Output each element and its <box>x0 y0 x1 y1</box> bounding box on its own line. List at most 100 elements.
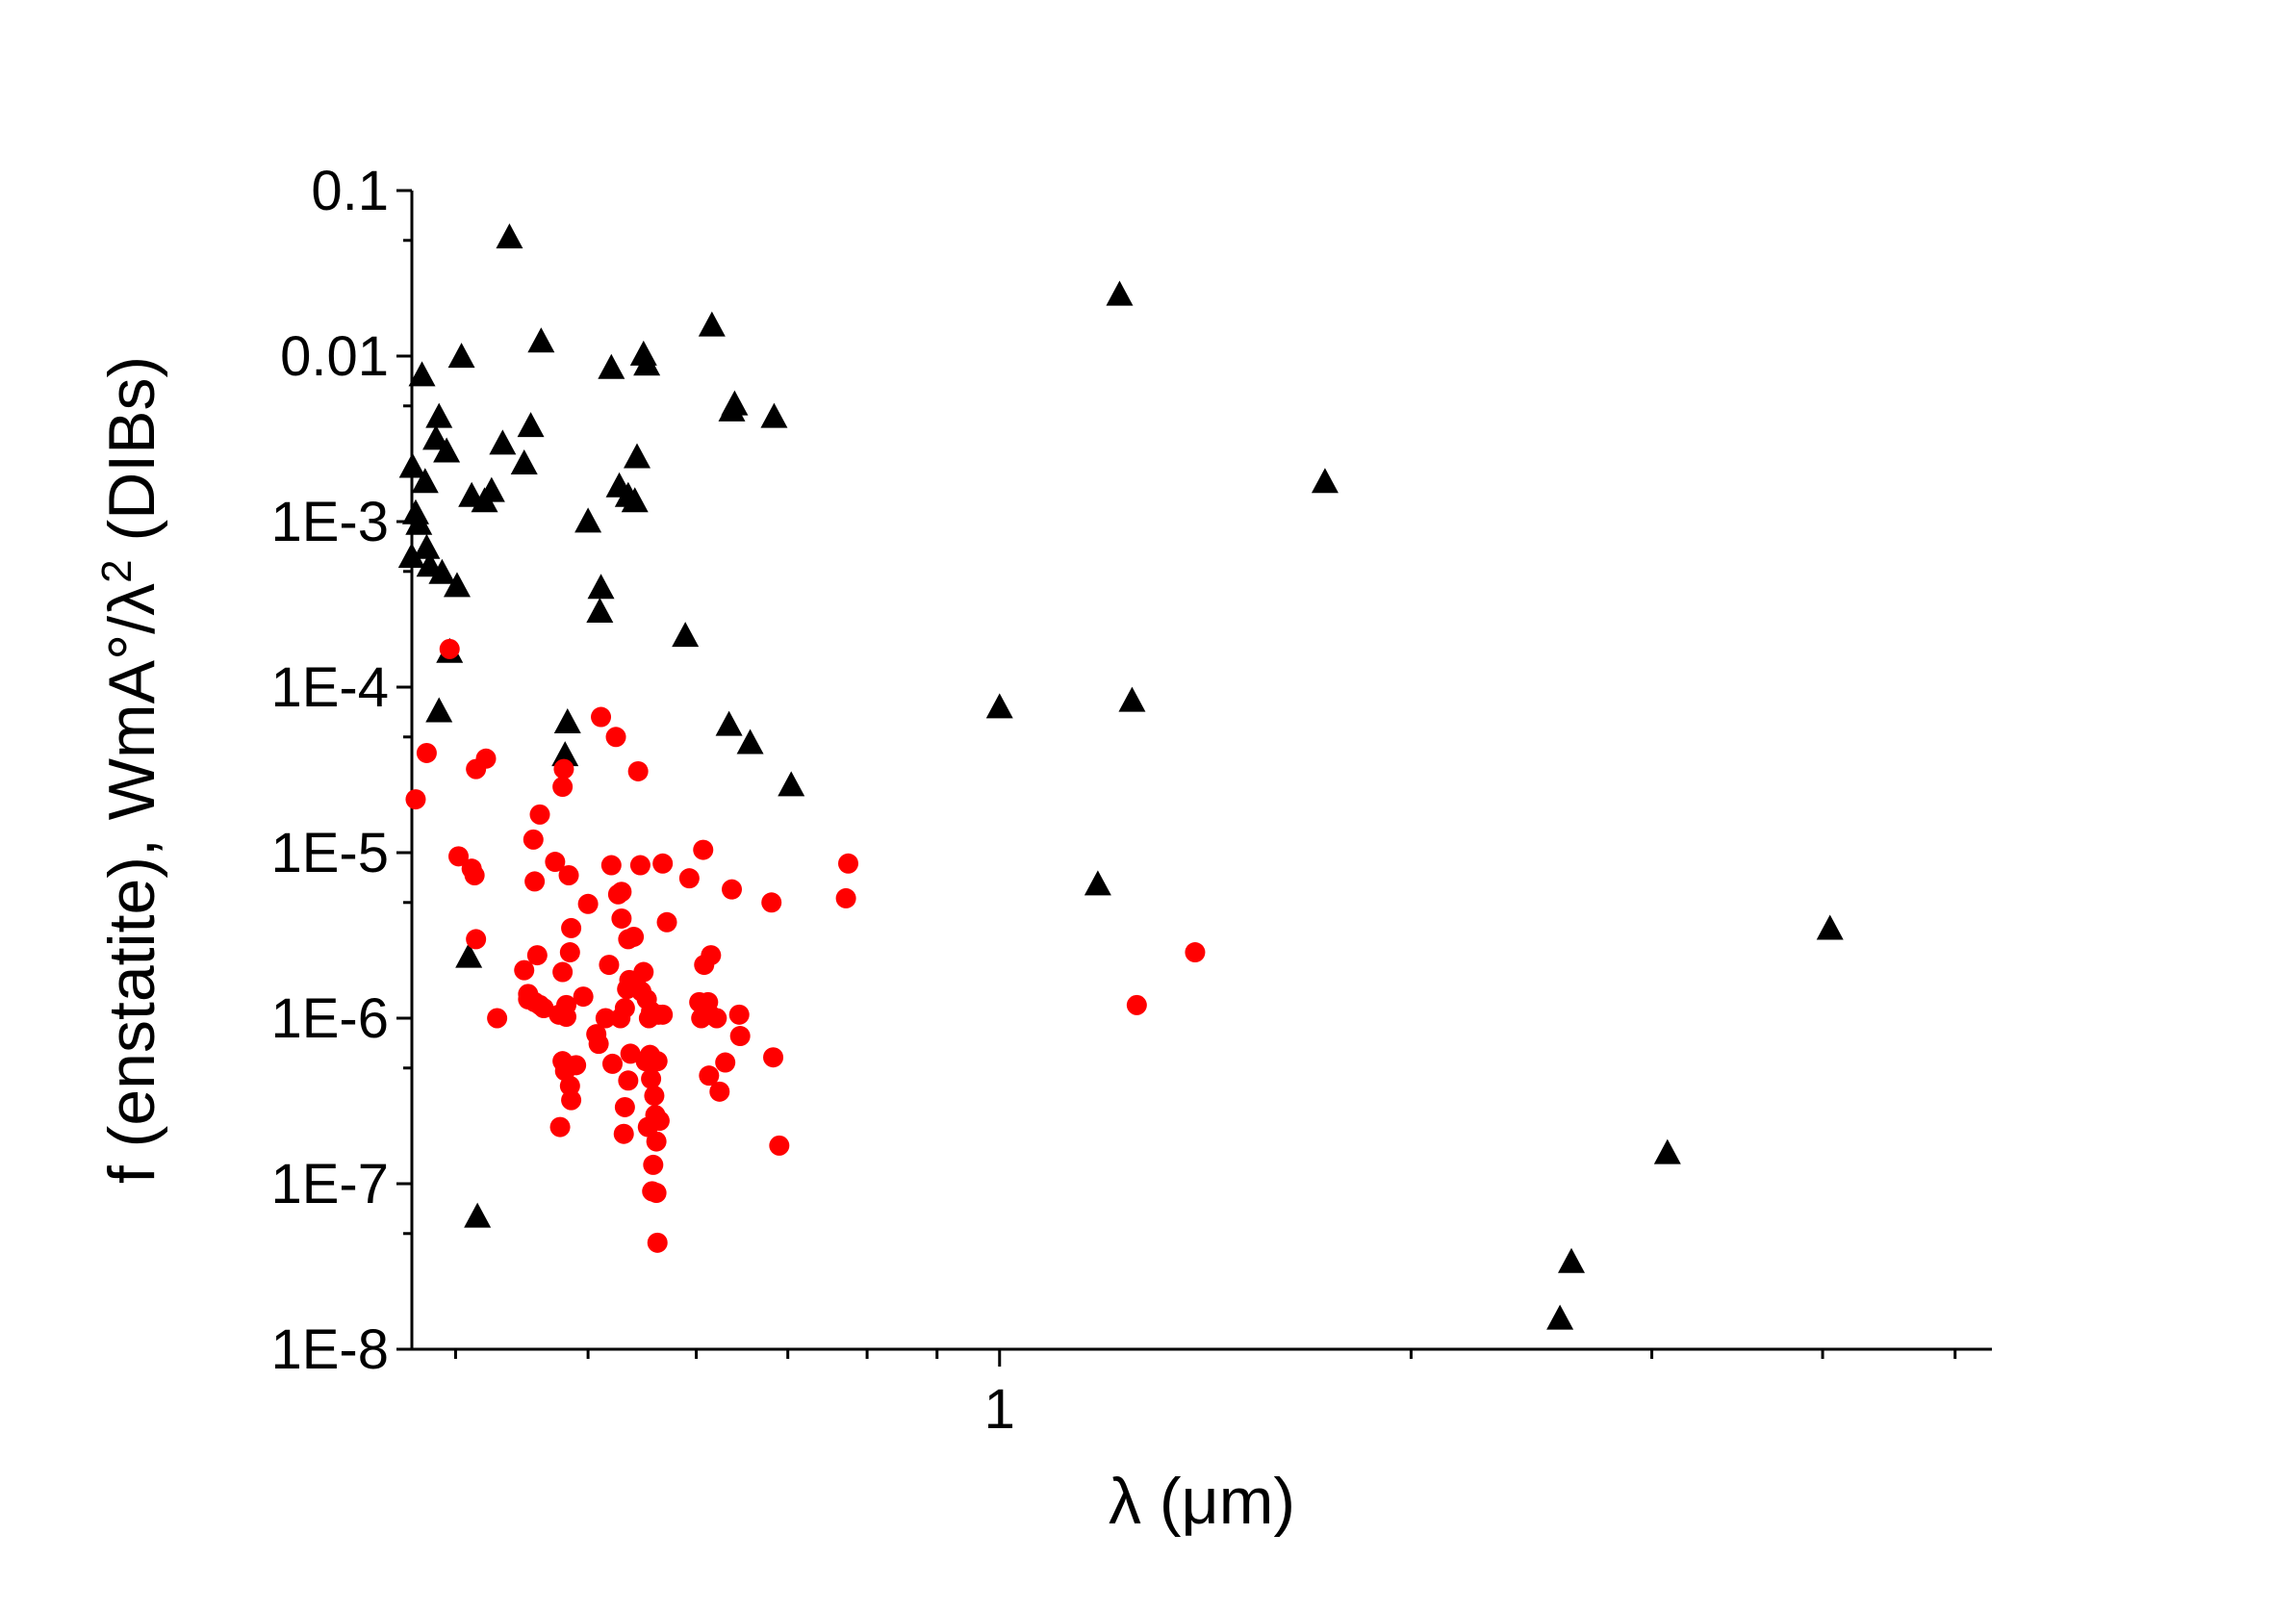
triangle-point <box>428 558 456 584</box>
y-tick-label: 0.01 <box>280 325 389 388</box>
circle-point <box>561 1089 582 1111</box>
triangle-point <box>574 507 602 533</box>
triangle-point <box>517 412 545 438</box>
triangle-point <box>408 361 436 387</box>
circle-point <box>613 1123 634 1144</box>
series-triangles <box>397 223 1844 1330</box>
triangle-point <box>443 572 471 598</box>
x-axis-title: λ (μm) <box>1109 1465 1295 1538</box>
triangle-point <box>1816 914 1844 940</box>
circle-point <box>558 865 579 886</box>
circle-point <box>629 855 651 876</box>
circle-point <box>487 1008 508 1029</box>
circle-point <box>649 1111 670 1132</box>
triangle-point <box>425 402 453 428</box>
triangle-point <box>1311 468 1339 494</box>
circle-point <box>577 893 599 914</box>
circle-point <box>1185 942 1206 963</box>
circle-point <box>601 1053 623 1074</box>
triangle-point <box>433 437 461 463</box>
circle-point <box>728 1004 750 1025</box>
circle-point <box>618 1070 639 1091</box>
circle-point <box>524 871 546 892</box>
circle-point <box>416 742 437 763</box>
circle-point <box>837 853 858 874</box>
circle-point <box>646 1183 667 1204</box>
circle-point <box>699 1065 720 1087</box>
circle-point <box>533 998 554 1019</box>
circle-point <box>611 882 632 903</box>
triangle-point <box>672 622 700 648</box>
triangle-point <box>405 509 433 535</box>
y-tick-label: 0.1 <box>311 160 389 222</box>
circle-point <box>652 1004 674 1025</box>
circle-point <box>1126 994 1147 1015</box>
y-ticks: 0.1 0.01 1E-3 1E-4 1E-5 1E-6 1E-7 1E-8 <box>270 160 412 1381</box>
circle-point <box>678 868 700 889</box>
y-tick-label: 1E-7 <box>270 1153 389 1215</box>
circle-point <box>591 706 612 728</box>
circle-point <box>709 1081 730 1102</box>
triangle-point <box>1653 1138 1681 1164</box>
circle-point <box>439 638 460 659</box>
circle-point <box>464 865 485 886</box>
circle-point <box>514 959 535 981</box>
circle-point <box>553 758 574 780</box>
circle-point <box>529 804 550 825</box>
y-axis-title-main: f (enstatite), WmA°/λ <box>95 583 168 1184</box>
circle-point <box>627 760 649 781</box>
triangle-point <box>527 327 555 353</box>
circle-point <box>715 1052 736 1073</box>
triangle-point <box>1558 1247 1586 1273</box>
triangle-point <box>598 353 625 379</box>
circle-point <box>559 942 580 963</box>
triangle-point <box>510 448 538 474</box>
y-tick-label: 1E-6 <box>270 987 389 1050</box>
triangle-point <box>587 574 615 600</box>
circle-point <box>595 1008 616 1029</box>
circle-point <box>600 855 622 876</box>
triangle-point <box>1118 686 1146 712</box>
triangle-point <box>464 1202 492 1228</box>
triangle-point <box>736 729 764 754</box>
x-tick-label: 1 <box>984 1378 1015 1441</box>
circle-point <box>588 1034 609 1055</box>
circle-point <box>763 1047 784 1068</box>
triangle-point <box>496 223 523 249</box>
triangle-point <box>413 533 441 559</box>
triangle-point <box>721 390 749 416</box>
circle-point <box>624 926 645 947</box>
circle-point <box>644 1086 665 1107</box>
circle-point <box>552 961 574 983</box>
circle-point <box>652 853 674 874</box>
triangle-point <box>760 402 788 428</box>
circle-point <box>693 839 714 860</box>
triangle-point <box>398 452 426 478</box>
triangle-point <box>411 468 439 494</box>
series-layer <box>397 223 1844 1330</box>
circle-point <box>466 929 487 950</box>
circle-point <box>599 955 620 976</box>
y-axis-title: f (enstatite), WmA°/λ2 (DIBs) <box>93 356 169 1184</box>
triangle-point <box>553 708 581 734</box>
circle-point <box>605 727 626 748</box>
circle-point <box>405 789 426 810</box>
circle-point <box>552 777 574 798</box>
circle-point <box>573 986 594 1008</box>
triangle-point <box>489 429 517 455</box>
circle-point <box>545 852 566 873</box>
triangle-point <box>422 424 450 450</box>
triangle-point <box>1106 280 1134 306</box>
circle-point <box>835 887 856 908</box>
triangle-point <box>1084 870 1111 896</box>
circle-point <box>643 1154 664 1175</box>
circle-point <box>549 1116 571 1138</box>
y-axis-title-superscript: 2 <box>93 559 140 582</box>
circle-point <box>620 1043 641 1064</box>
circle-point <box>656 911 677 933</box>
circle-point <box>448 846 470 867</box>
circle-point <box>633 961 654 983</box>
triangle-point <box>397 543 425 569</box>
triangle-point <box>586 597 614 623</box>
triangle-point <box>715 710 743 736</box>
